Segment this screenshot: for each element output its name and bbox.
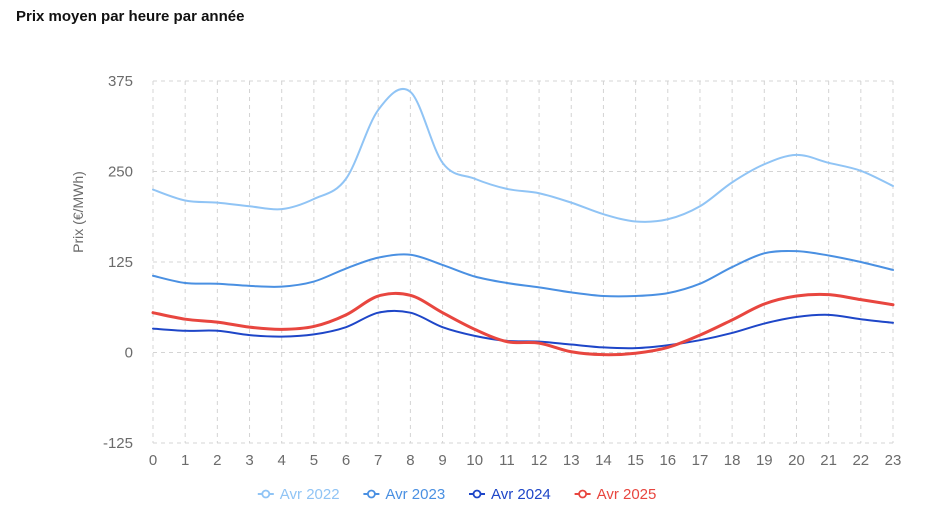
x-tick-label: 3	[245, 452, 253, 469]
x-tick-label: 5	[310, 452, 318, 469]
legend-label[interactable]: Avr 2023	[385, 486, 445, 503]
legend-marker-icon	[366, 489, 376, 499]
legend-item-avr-2024[interactable]: Avr 2024	[469, 486, 551, 503]
x-tick-label: 4	[278, 452, 286, 469]
x-tick-label: 0	[149, 452, 157, 469]
x-tick-label: 9	[438, 452, 446, 469]
y-tick-label: 250	[108, 164, 133, 181]
grid-layer	[152, 80, 894, 444]
x-tick-label: 7	[374, 452, 382, 469]
x-tick-label: 18	[724, 452, 741, 469]
series-line-avr-2025	[151, 291, 895, 357]
legend[interactable]: Avr 2022 Avr 2023 Avr 2024 Avr 2025	[257, 486, 657, 503]
legend-label[interactable]: Avr 2022	[280, 486, 340, 503]
x-tick-label: 17	[692, 452, 709, 469]
x-tick-label: 2	[213, 452, 221, 469]
x-tick-label: 8	[406, 452, 414, 469]
y-tick-label: 375	[108, 73, 133, 90]
legend-item-avr-2025[interactable]: Avr 2025	[574, 486, 657, 503]
x-tick-label: 11	[499, 452, 515, 469]
x-tick-label: 1	[181, 452, 189, 469]
legend-marker-icon	[261, 489, 271, 499]
series-line-avr-2022	[152, 87, 894, 223]
series-line-avr-2023	[152, 249, 894, 298]
x-tick-label: 12	[531, 452, 548, 469]
legend-label[interactable]: Avr 2025	[597, 486, 657, 503]
x-tick-label: 13	[563, 452, 580, 469]
legend-item-avr-2023[interactable]: Avr 2023	[363, 486, 445, 503]
y-tick-label: 0	[125, 345, 133, 362]
y-tick-label: -125	[103, 435, 133, 452]
x-tick-label: 20	[788, 452, 805, 469]
y-axis-title: Prix (€/MWh)	[70, 171, 86, 253]
series-layer	[151, 87, 895, 357]
x-tick-label: 21	[820, 452, 837, 469]
x-tick-label: 10	[466, 452, 483, 469]
x-tick-label: 6	[342, 452, 350, 469]
x-tick-label: 22	[852, 452, 869, 469]
legend-marker-icon	[472, 489, 482, 499]
x-tick-label: 19	[756, 452, 773, 469]
legend-label[interactable]: Avr 2024	[491, 486, 551, 503]
x-tick-label: 23	[885, 452, 902, 469]
legend-marker-icon	[578, 489, 587, 499]
legend-item-avr-2022[interactable]: Avr 2022	[257, 486, 340, 503]
y-tick-label: 125	[108, 254, 133, 271]
x-tick-label: 14	[595, 452, 612, 469]
x-tick-label: 15	[627, 452, 644, 469]
x-tick-label: 16	[659, 452, 676, 469]
chart-title: Prix moyen par heure par année	[16, 8, 245, 25]
